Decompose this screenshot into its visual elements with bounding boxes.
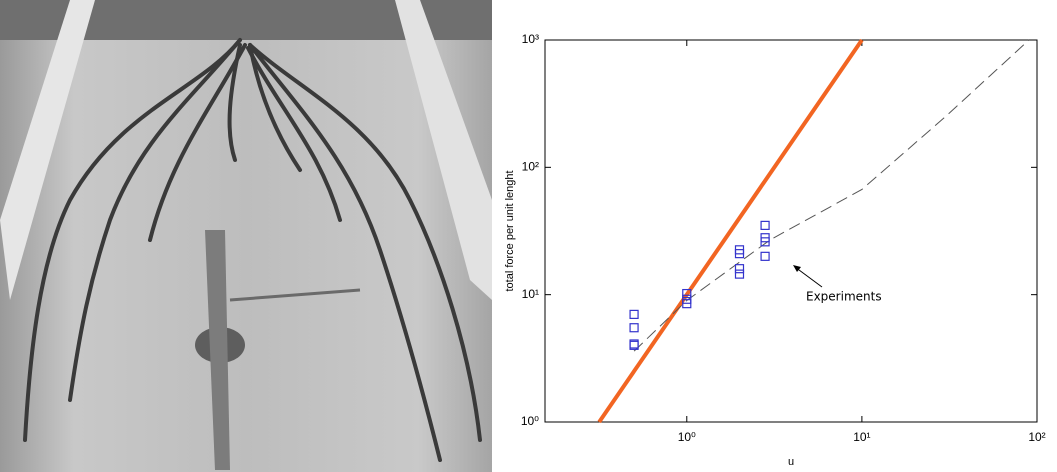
data-point: [760, 251, 770, 261]
annotation: Experiments: [806, 290, 882, 304]
data-point: [682, 288, 692, 299]
data-point: [734, 269, 745, 279]
plot-frame: [544, 39, 1038, 423]
y-axis-label: total force per unit lenght: [504, 170, 516, 291]
annotation-arrow: [793, 265, 823, 288]
data-point: [629, 339, 639, 349]
y-tick-label: 10⁰: [521, 414, 539, 428]
photo: [0, 0, 492, 472]
data-point: [629, 309, 639, 319]
data-point: [760, 233, 770, 243]
data-point: [629, 323, 639, 333]
y-tick-label: 10²: [522, 160, 539, 174]
x-axis-label: u: [788, 456, 794, 468]
data-line: [633, 39, 1030, 352]
data-point: [734, 245, 745, 255]
y-tick-label: 10¹: [522, 287, 539, 301]
data-point: [734, 264, 745, 274]
x-tick-label: 10⁰: [678, 430, 696, 444]
data-point: [682, 294, 692, 304]
x-tick-label: 10¹: [853, 430, 870, 444]
y-tick-label: 10³: [522, 32, 539, 46]
data-point: [760, 220, 770, 230]
data-line: [597, 38, 864, 424]
x-tick-label: 10²: [1028, 430, 1045, 444]
